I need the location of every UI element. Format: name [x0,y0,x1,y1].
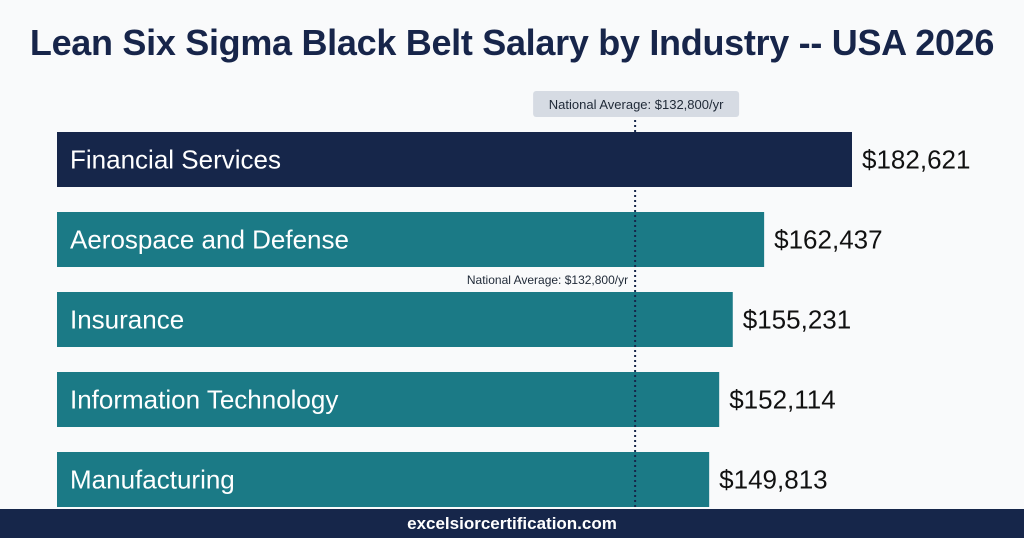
bar-value-label: $149,813 [719,465,827,495]
reference-callout-box [533,91,740,117]
bar-category-label: Insurance [70,305,184,335]
footer-site: excelsiorcertification.com [407,514,617,533]
bar [57,452,710,507]
chart-title: Lean Six Sigma Black Belt Salary by Indu… [29,22,995,63]
bar-value-label: $162,437 [774,225,882,255]
reference-label-secondary: National Average: $132,800/yr [467,273,628,287]
bar-category-label: Information Technology [70,385,338,415]
reference-label: National Average: $132,800/yr [549,97,724,112]
bar [57,212,765,267]
bar-value-label: $152,114 [729,385,836,415]
footer-bar: excelsiorcertification.com [0,509,1024,538]
bar [57,132,852,187]
bar [57,372,720,427]
bar [57,292,733,347]
bar-value-label: $182,621 [862,145,970,175]
bar-value-label: $155,231 [743,305,851,335]
bar-category-label: Manufacturing [70,465,235,495]
bar-category-label: Aerospace and Defense [70,225,349,255]
bar-category-label: Financial Services [70,145,281,175]
